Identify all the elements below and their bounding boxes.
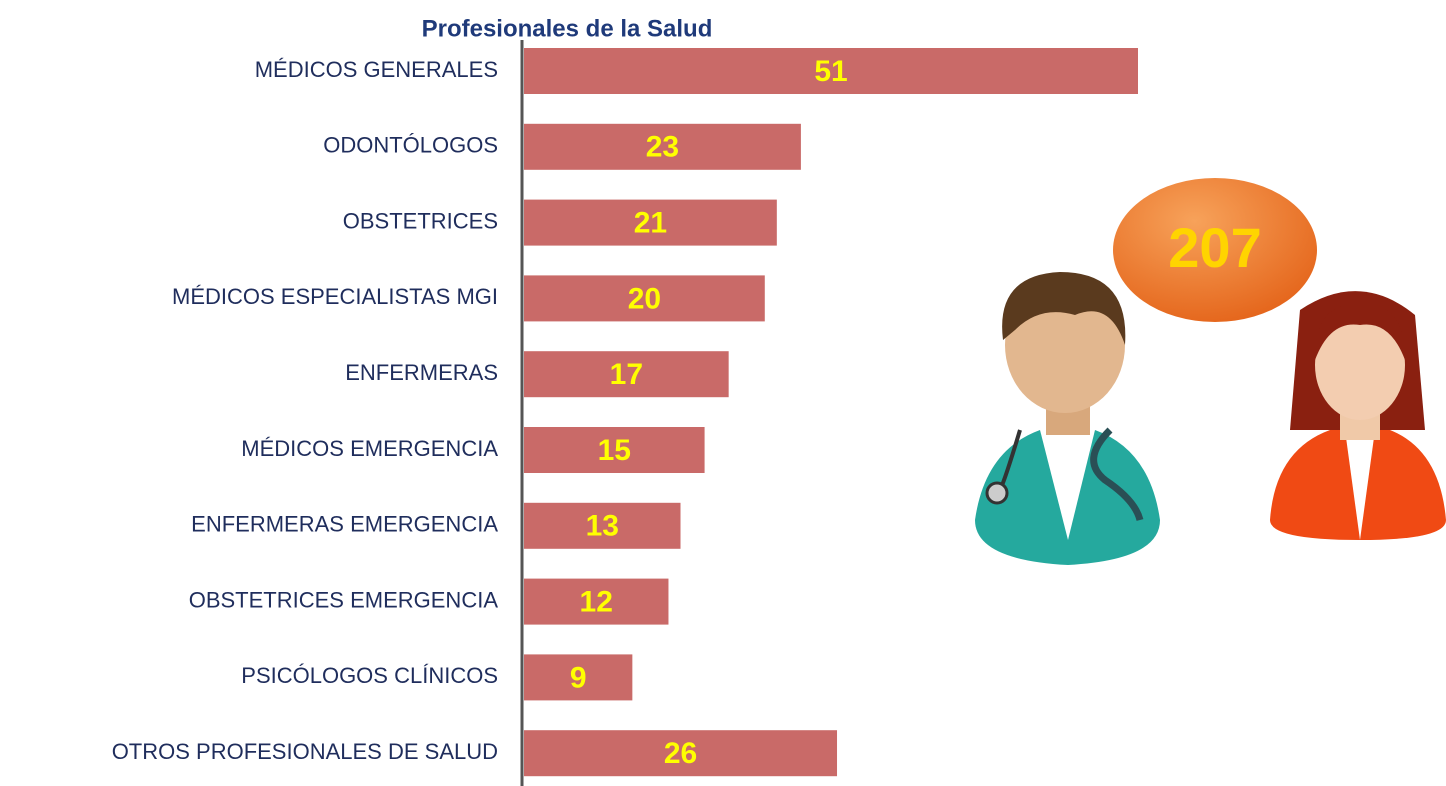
bar: [524, 427, 705, 473]
category-label: MÉDICOS GENERALES: [255, 57, 498, 82]
bar: [524, 730, 838, 777]
value-label: 51: [814, 55, 847, 88]
category-label: MÉDICOS ESPECIALISTAS MGI: [172, 284, 498, 309]
category-label: ENFERMERAS EMERGENCIA: [191, 512, 498, 537]
value-label: 20: [628, 282, 661, 315]
bar: [524, 502, 681, 549]
value-label: 12: [580, 586, 613, 619]
bar: [524, 351, 729, 398]
bar: [524, 123, 801, 170]
bar: [524, 654, 633, 701]
chart-title: Profesionales de la Salud: [422, 15, 713, 42]
doctor-icon: [975, 272, 1160, 565]
value-label: 9: [570, 661, 587, 694]
total-label: 207: [1168, 216, 1261, 279]
value-label: 21: [634, 207, 667, 240]
bar: [524, 578, 669, 625]
value-label: 15: [598, 434, 631, 467]
value-label: 13: [586, 510, 619, 543]
total-badge: [1113, 178, 1317, 322]
category-label: OTROS PROFESIONALES DE SALUD: [112, 739, 498, 764]
category-label: ENFERMERAS: [345, 360, 498, 385]
category-label: OBSTETRICES EMERGENCIA: [189, 587, 499, 612]
woman-icon: [1270, 291, 1446, 540]
bar: [524, 275, 765, 322]
bar: [524, 48, 1138, 94]
bar: [524, 199, 777, 246]
category-label: ODONTÓLOGOS: [323, 133, 498, 158]
value-label: 17: [610, 358, 643, 391]
category-label: MÉDICOS EMERGENCIA: [241, 436, 498, 461]
category-label: OBSTETRICES: [343, 208, 498, 233]
value-label: 26: [664, 737, 697, 770]
value-label: 23: [646, 131, 679, 164]
category-label: PSICÓLOGOS CLÍNICOS: [241, 663, 498, 688]
